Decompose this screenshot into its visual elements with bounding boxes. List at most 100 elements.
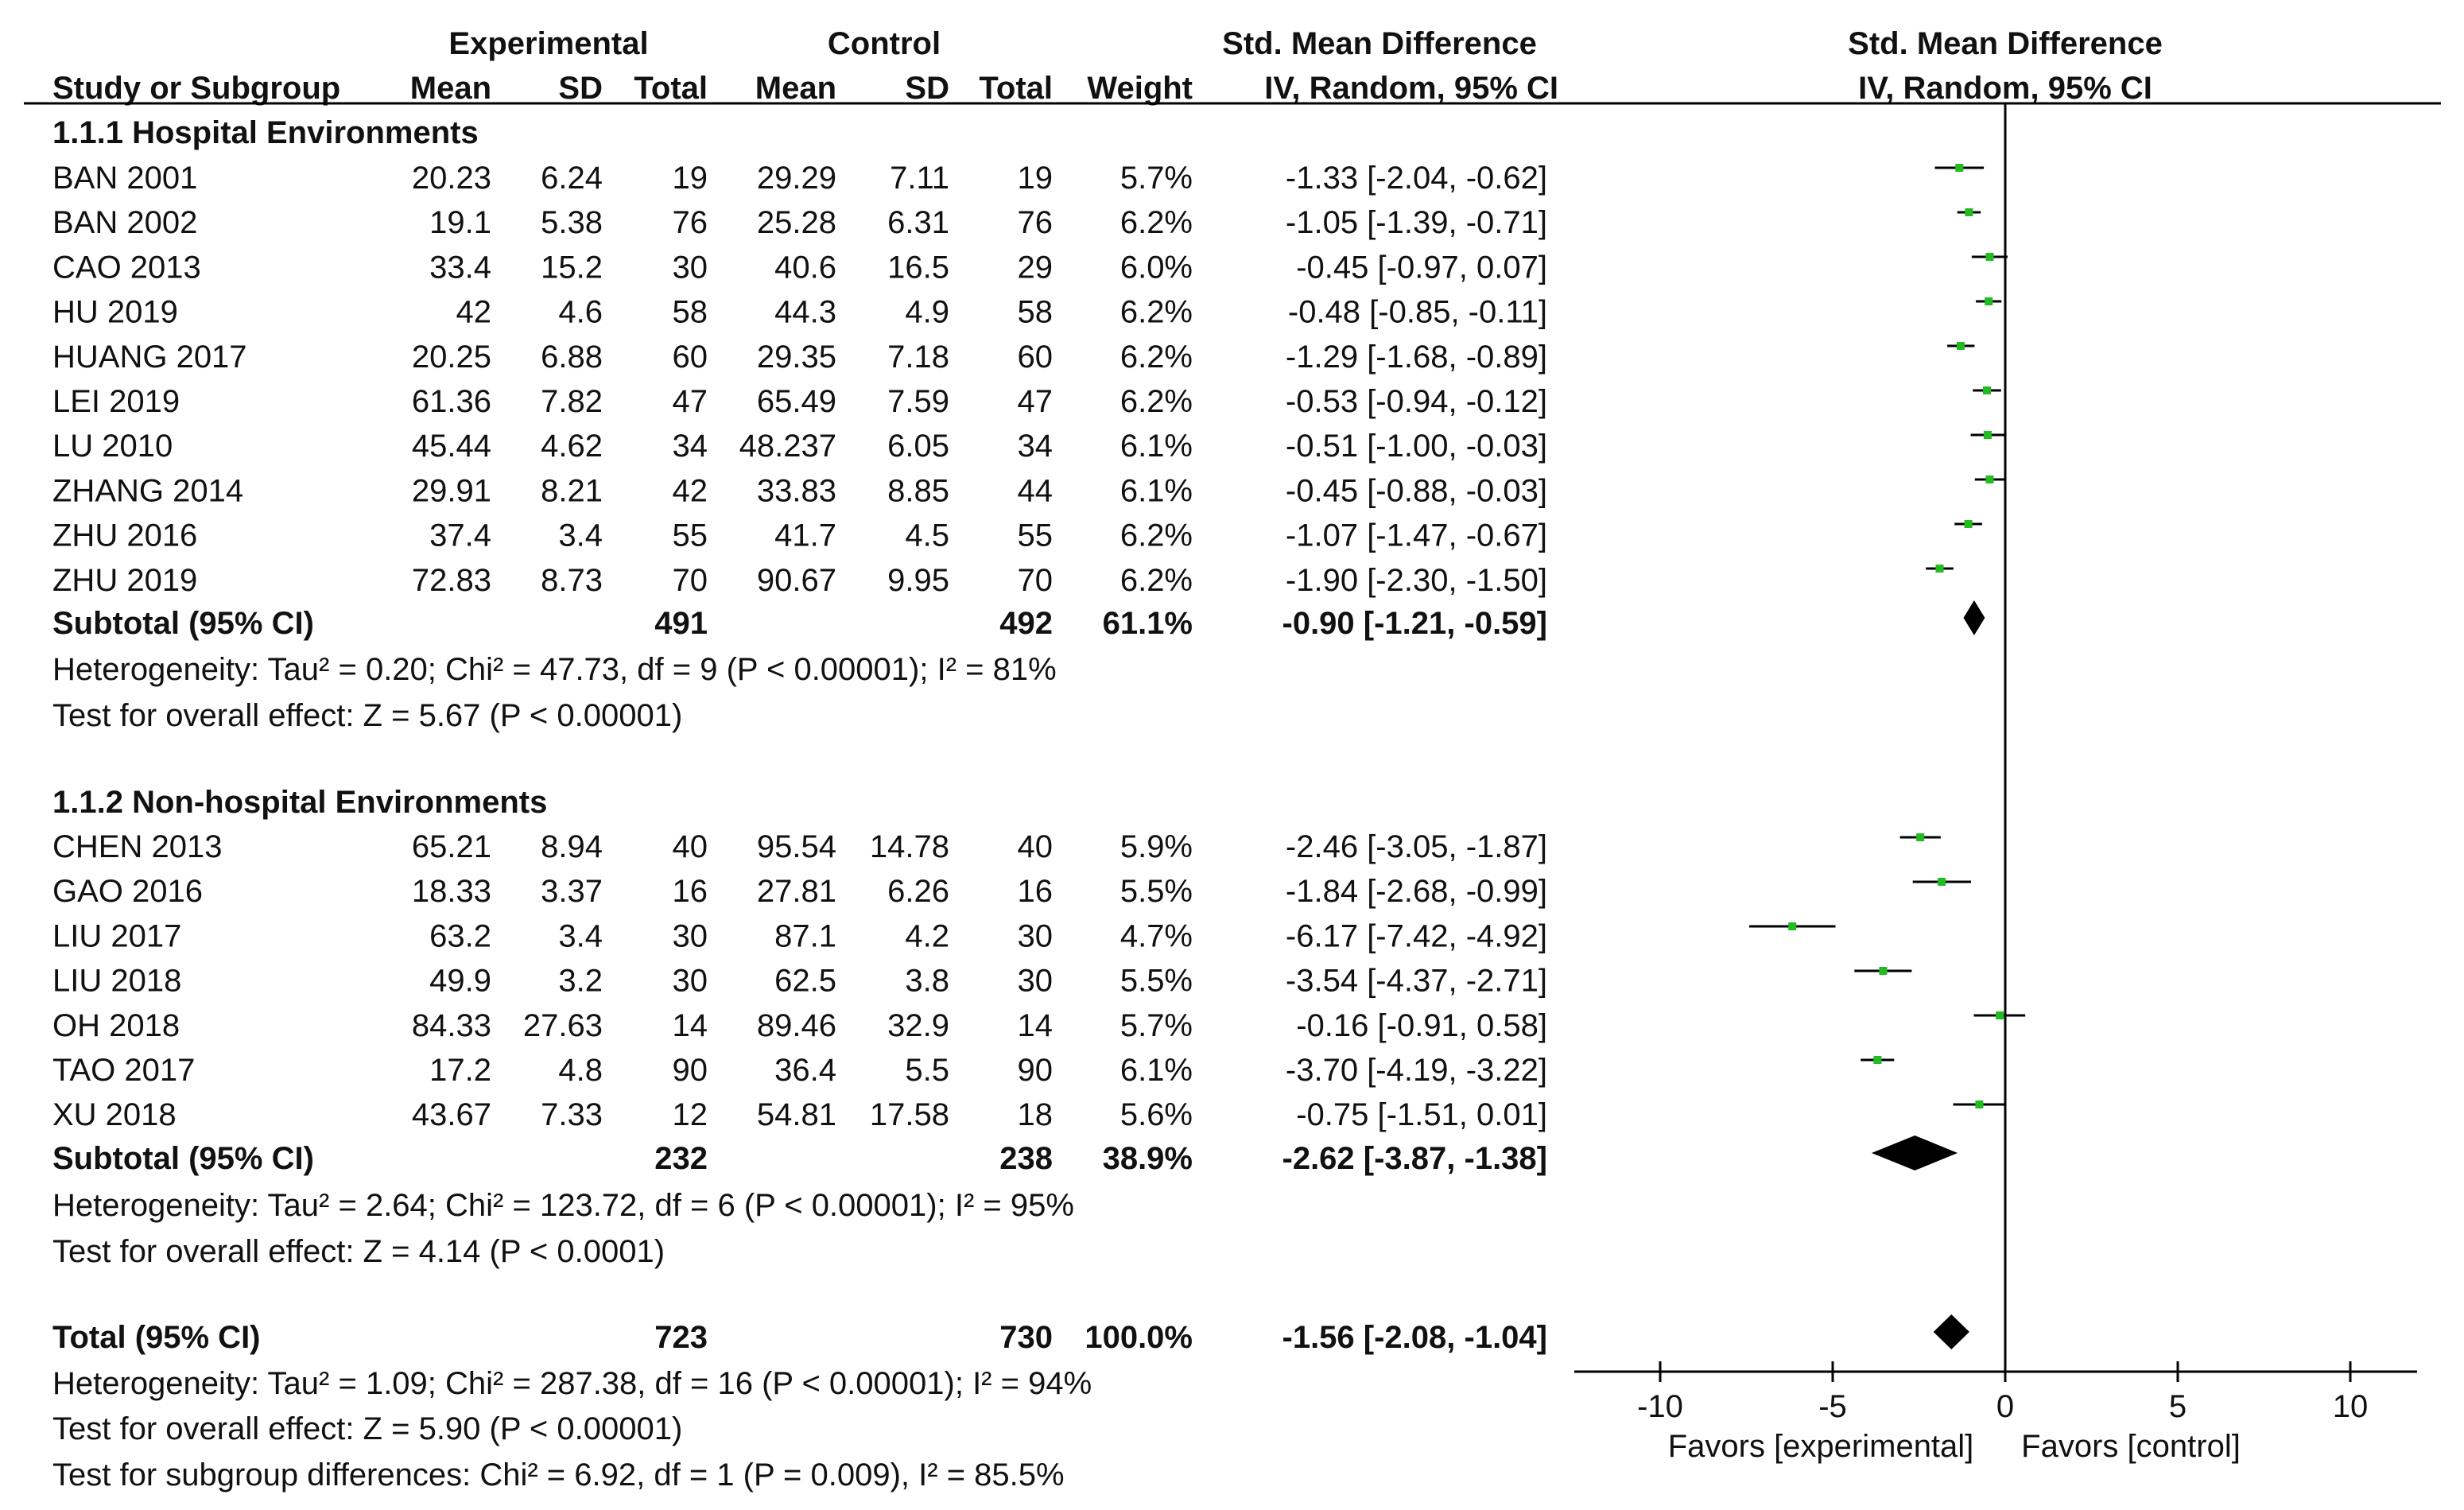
study-sd-c: 9.95 <box>887 563 949 598</box>
study-name: OH 2018 <box>52 1008 180 1043</box>
subtotal-diamond <box>1963 600 1985 635</box>
study-mean-c: 95.54 <box>757 829 836 864</box>
study-sd-c: 4.2 <box>905 918 949 953</box>
study-mean-c: 41.7 <box>774 518 836 553</box>
study-mean-c: 29.35 <box>757 340 836 375</box>
study-n-e: 19 <box>673 161 708 196</box>
study-n-e: 30 <box>673 918 708 953</box>
study-n-e: 58 <box>673 295 708 330</box>
col-total-c-header: Total <box>979 71 1053 106</box>
study-weight: 6.2% <box>1120 518 1193 553</box>
study-mean-c: 36.4 <box>774 1053 836 1088</box>
study-ci-text: -1.07 [-1.47, -0.67] <box>1286 518 1547 553</box>
study-mean-e: 65.21 <box>412 829 491 864</box>
point-estimate-marker <box>1957 342 1965 350</box>
point-estimate-marker <box>1935 565 1944 573</box>
study-sd-c: 7.18 <box>887 340 949 375</box>
study-n-e: 34 <box>673 429 708 464</box>
favors-control-label: Favors [control] <box>2021 1429 2241 1464</box>
total-ci: -1.56 [-2.08, -1.04] <box>1282 1320 1548 1355</box>
study-sd-c: 32.9 <box>887 1008 949 1043</box>
col-mean-e-header: Mean <box>410 71 491 106</box>
study-n-e: 40 <box>673 829 708 864</box>
x-tick-label: 5 <box>2169 1389 2187 1424</box>
x-tick-label: 10 <box>2333 1389 2369 1424</box>
study-mean-c: 89.46 <box>757 1008 836 1043</box>
study-mean-e: 20.23 <box>412 161 491 196</box>
heterogeneity-text: Heterogeneity: Tau² = 0.20; Chi² = 47.73… <box>52 652 1057 687</box>
study-weight: 6.0% <box>1120 250 1193 285</box>
point-estimate-marker <box>1983 431 1992 439</box>
study-sd-c: 3.8 <box>905 964 949 999</box>
study-n-c: 40 <box>1018 829 1054 864</box>
study-row: LU 2010 45.44 4.62 34 48.237 6.05 34 6.1% -0.51 … <box>52 429 1547 464</box>
study-sd-e: 4.62 <box>541 429 603 464</box>
study-n-c: 44 <box>1018 473 1054 508</box>
study-row: CHEN 2013 65.21 8.94 40 95.54 14.78 40 5.9% -2.4… <box>52 829 1547 864</box>
study-n-e: 60 <box>673 340 708 375</box>
study-ci-text: -0.51 [-1.00, -0.03] <box>1286 429 1547 464</box>
study-sd-c: 6.26 <box>887 874 949 909</box>
study-n-c: 76 <box>1018 205 1054 240</box>
study-mean-c: 54.81 <box>757 1097 836 1132</box>
study-name: XU 2018 <box>52 1097 177 1132</box>
study-weight: 6.2% <box>1120 340 1193 375</box>
study-ci-text: -0.45 [-0.88, -0.03] <box>1286 473 1547 508</box>
study-n-c: 29 <box>1018 250 1054 285</box>
study-sd-e: 3.4 <box>558 518 603 553</box>
study-mean-e: 72.83 <box>412 563 491 598</box>
study-n-e: 47 <box>673 384 708 419</box>
study-row: CAO 2013 33.4 15.2 30 40.6 16.5 29 6.0% -0.45 [-… <box>52 250 1547 285</box>
study-sd-c: 6.05 <box>887 429 949 464</box>
study-row: HUANG 2017 20.25 6.88 60 29.35 7.18 60 6.2% -1.2… <box>52 340 1547 375</box>
study-ci-text: -6.17 [-7.42, -4.92] <box>1286 918 1547 953</box>
study-n-c: 16 <box>1018 874 1054 909</box>
col-mean-c-header: Mean <box>755 71 836 106</box>
subtotal-weight: 61.1% <box>1103 606 1193 641</box>
subtotal-diamond <box>1872 1135 1958 1170</box>
study-mean-c: 62.5 <box>774 964 836 999</box>
subtotal-n-c: 238 <box>999 1141 1053 1176</box>
study-mean-e: 49.9 <box>429 964 491 999</box>
study-row: BAN 2002 19.1 5.38 76 25.28 6.31 76 6.2% -1.05 [… <box>52 205 1547 240</box>
study-sd-e: 7.82 <box>541 384 603 419</box>
study-sd-e: 4.8 <box>558 1053 603 1088</box>
study-ci-text: -1.84 [-2.68, -0.99] <box>1286 874 1547 909</box>
heterogeneity-text: Heterogeneity: Tau² = 2.64; Chi² = 123.7… <box>52 1188 1074 1223</box>
study-n-c: 70 <box>1018 563 1054 598</box>
total-n-c: 730 <box>999 1320 1053 1355</box>
study-sd-e: 15.2 <box>541 250 603 285</box>
study-n-c: 60 <box>1018 340 1054 375</box>
study-row: OH 2018 84.33 27.63 14 89.46 32.9 14 5.7% -0.16 … <box>52 1008 1547 1043</box>
study-ci-text: -0.48 [-0.85, -0.11] <box>1288 295 1547 330</box>
point-estimate-marker <box>1965 208 1973 216</box>
study-row: XU 2018 43.67 7.33 12 54.81 17.58 18 5.6% -0.75 … <box>52 1097 1547 1132</box>
point-estimate-marker <box>1788 922 1797 930</box>
total-overall-effect-text: Test for overall effect: Z = 5.90 (P < 0… <box>52 1411 682 1446</box>
study-sd-e: 5.38 <box>541 205 603 240</box>
study-mean-c: 90.67 <box>757 563 836 598</box>
study-ci-text: -0.53 [-0.94, -0.12] <box>1286 384 1547 419</box>
study-mean-e: 63.2 <box>429 918 491 953</box>
study-sd-c: 7.11 <box>890 161 949 196</box>
study-row: BAN 2001 20.23 6.24 19 29.29 7.11 19 5.7% -1.33 … <box>52 161 1547 196</box>
study-weight: 6.2% <box>1120 384 1193 419</box>
subtotal-row: Subtotal (95% CI) 232 238 38.9% -2.62 [-… <box>52 1141 1547 1176</box>
study-mean-c: 29.29 <box>757 161 836 196</box>
total-row: Total (95% CI) 723 730 100.0% -1.56 [-2.… <box>52 1320 1547 1355</box>
study-ci-text: -0.45 [-0.97, 0.07] <box>1296 250 1547 285</box>
study-weight: 6.2% <box>1120 295 1193 330</box>
group-title: 1.1.2 Non-hospital Environments <box>52 785 547 820</box>
study-mean-e: 19.1 <box>429 205 491 240</box>
study-n-c: 18 <box>1018 1097 1054 1132</box>
study-n-e: 30 <box>673 250 708 285</box>
point-estimate-marker <box>1879 967 1888 975</box>
overall-effect-text: Test for overall effect: Z = 5.67 (P < 0… <box>52 698 682 733</box>
study-sd-e: 3.4 <box>558 918 603 953</box>
study-name: LEI 2019 <box>52 384 180 419</box>
subtotal-weight: 38.9% <box>1103 1141 1193 1176</box>
study-row: LIU 2018 49.9 3.2 30 62.5 3.8 30 5.5% -3.54 [-4.… <box>52 964 1547 999</box>
study-mean-e: 42 <box>456 295 492 330</box>
study-ci-text: -3.54 [-4.37, -2.71] <box>1286 964 1547 999</box>
